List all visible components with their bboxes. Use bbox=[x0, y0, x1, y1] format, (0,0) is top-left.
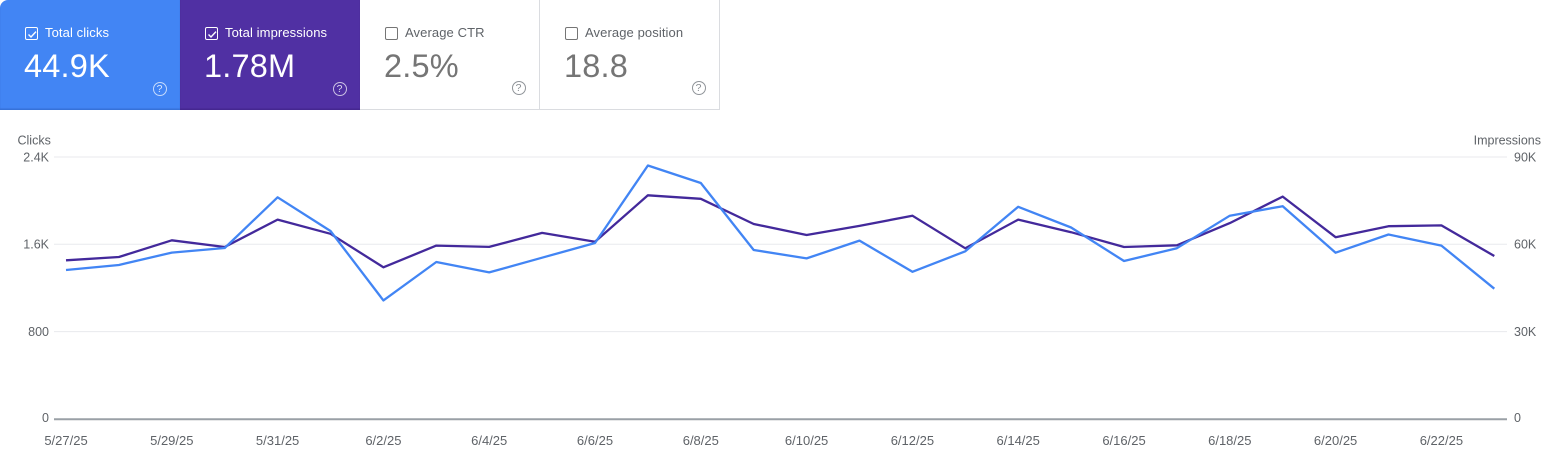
svg-text:1.6K: 1.6K bbox=[23, 238, 49, 252]
svg-text:0: 0 bbox=[42, 411, 49, 425]
svg-text:6/16/25: 6/16/25 bbox=[1102, 433, 1145, 448]
svg-text:6/4/25: 6/4/25 bbox=[471, 433, 507, 448]
svg-text:90K: 90K bbox=[1514, 150, 1537, 164]
svg-text:6/2/25: 6/2/25 bbox=[365, 433, 401, 448]
svg-text:30K: 30K bbox=[1514, 325, 1537, 339]
svg-text:6/8/25: 6/8/25 bbox=[683, 433, 719, 448]
svg-text:6/10/25: 6/10/25 bbox=[785, 433, 828, 448]
svg-text:Impressions: Impressions bbox=[1474, 134, 1541, 148]
svg-text:60K: 60K bbox=[1514, 238, 1537, 252]
svg-text:6/20/25: 6/20/25 bbox=[1314, 433, 1357, 448]
svg-text:5/31/25: 5/31/25 bbox=[256, 433, 299, 448]
svg-text:6/18/25: 6/18/25 bbox=[1208, 433, 1251, 448]
svg-text:2.4K: 2.4K bbox=[23, 150, 49, 164]
svg-text:0: 0 bbox=[1514, 411, 1521, 425]
svg-text:5/29/25: 5/29/25 bbox=[150, 433, 193, 448]
svg-text:6/6/25: 6/6/25 bbox=[577, 433, 613, 448]
svg-text:800: 800 bbox=[28, 325, 49, 339]
svg-text:5/27/25: 5/27/25 bbox=[44, 433, 87, 448]
svg-text:Clicks: Clicks bbox=[18, 134, 51, 148]
svg-text:6/22/25: 6/22/25 bbox=[1420, 433, 1463, 448]
svg-text:6/12/25: 6/12/25 bbox=[891, 433, 934, 448]
svg-text:6/14/25: 6/14/25 bbox=[997, 433, 1040, 448]
